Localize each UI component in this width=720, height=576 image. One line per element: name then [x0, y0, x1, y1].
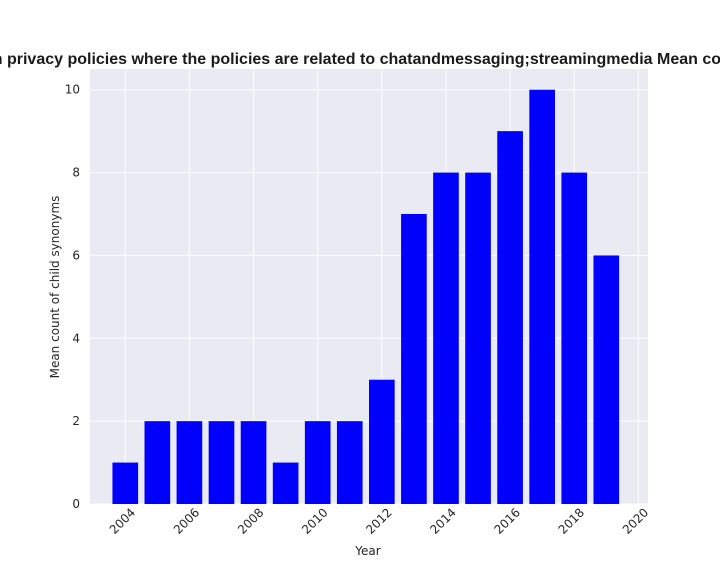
bars	[112, 89, 620, 505]
x-axis-label: Year	[354, 544, 380, 558]
bar-2019	[593, 255, 620, 504]
chart-title: Mean count of child synonyms in privacy …	[0, 51, 720, 68]
bar-2008	[240, 421, 267, 504]
bar-2006	[176, 421, 203, 504]
bar-2005	[144, 421, 171, 504]
bar-2010	[304, 421, 331, 504]
y-tick-label: 2	[72, 414, 80, 428]
y-tick-label: 8	[72, 166, 80, 180]
bar-2004	[112, 462, 139, 504]
bar-2014	[433, 172, 459, 505]
bar-2011	[336, 421, 363, 504]
bar-2017	[529, 89, 555, 504]
y-tick-label: 0	[72, 497, 80, 511]
bar-2013	[401, 214, 427, 504]
bar-2015	[465, 172, 491, 505]
bar-2009	[272, 462, 299, 504]
y-tick-label: 6	[72, 248, 80, 262]
y-tick-label: 10	[65, 83, 80, 97]
bar-2016	[497, 131, 523, 504]
bar-2018	[561, 172, 588, 505]
bar-2007	[208, 421, 235, 504]
y-axis-label: Mean count of child synonyms	[48, 196, 62, 379]
y-tick-label: 4	[72, 331, 80, 345]
bar-2012	[369, 379, 395, 504]
